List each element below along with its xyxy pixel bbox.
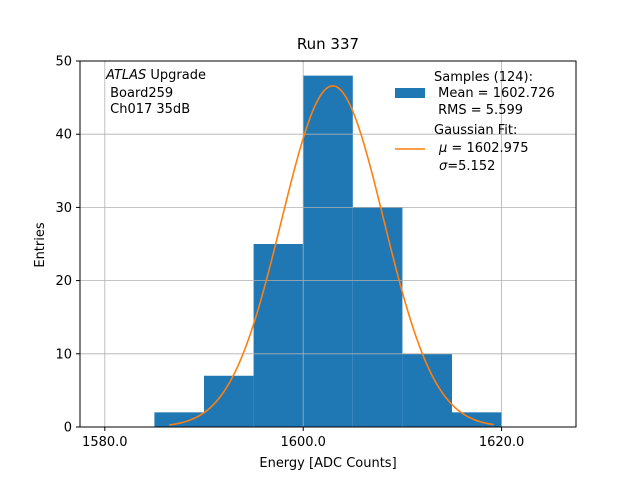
legend-fit-line-1: Gaussian Fit:: [434, 123, 517, 138]
y-tick-label: 10: [55, 347, 72, 362]
annotation-upgrade: Upgrade: [146, 68, 206, 83]
legend-samples-line-3: RMS = 5.599: [434, 103, 523, 118]
x-tick-label: 1580.0: [82, 435, 128, 450]
legend-fit-sigma-symbol: σ: [439, 159, 448, 174]
annotation-line-1: ATLAS Upgrade: [105, 68, 206, 83]
histogram-bar: [452, 412, 502, 427]
legend-fit-sigma-value: =5.152: [447, 159, 495, 174]
legend-samples-swatch: [395, 88, 425, 98]
gaussian-fit-curve: [169, 85, 494, 426]
y-tick-label: 50: [55, 55, 72, 70]
histogram-bar: [154, 412, 204, 427]
legend-fit-mu-symbol: μ: [438, 141, 447, 156]
annotation-atlas: ATLAS: [105, 68, 146, 83]
y-tick-label: 40: [55, 128, 72, 143]
histogram-bar: [352, 207, 403, 427]
x-tick-label: 1620.0: [479, 435, 525, 450]
x-axis-label: Energy [ADC Counts]: [259, 456, 396, 471]
annotation-line-3: Ch017 35dB: [106, 102, 190, 117]
legend-fit-mu-value: = 1602.975: [447, 141, 528, 156]
y-tick-label: 0: [64, 421, 72, 436]
legend-samples-line-2: Mean = 1602.726: [434, 86, 555, 101]
y-axis-label: Entries: [33, 222, 48, 268]
x-tick-label: 1600.0: [280, 435, 326, 450]
chart-title: Run 337: [297, 35, 359, 53]
legend-fit-line-3: σ=5.152: [439, 159, 495, 174]
legend-samples-line-1: Samples (124):: [434, 70, 533, 85]
plot-frame: [79, 60, 577, 428]
x-axis-ticks: 1580.0 1600.0 1620.0: [82, 427, 524, 450]
y-tick-label: 30: [55, 201, 72, 216]
y-tick-label: 20: [55, 274, 72, 289]
annotation-line-2: Board259: [106, 86, 173, 101]
histogram-bar: [303, 75, 353, 427]
atlas-annotation: ATLAS Upgrade Board259 Ch017 35dB: [105, 68, 206, 117]
y-axis-ticks: 0 10 20 30 40 50: [55, 55, 80, 436]
histogram-bar: [253, 244, 304, 427]
legend-fit-line-2: μ = 1602.975: [438, 141, 528, 156]
legend: Samples (124): Mean = 1602.726 RMS = 5.5…: [395, 70, 555, 174]
